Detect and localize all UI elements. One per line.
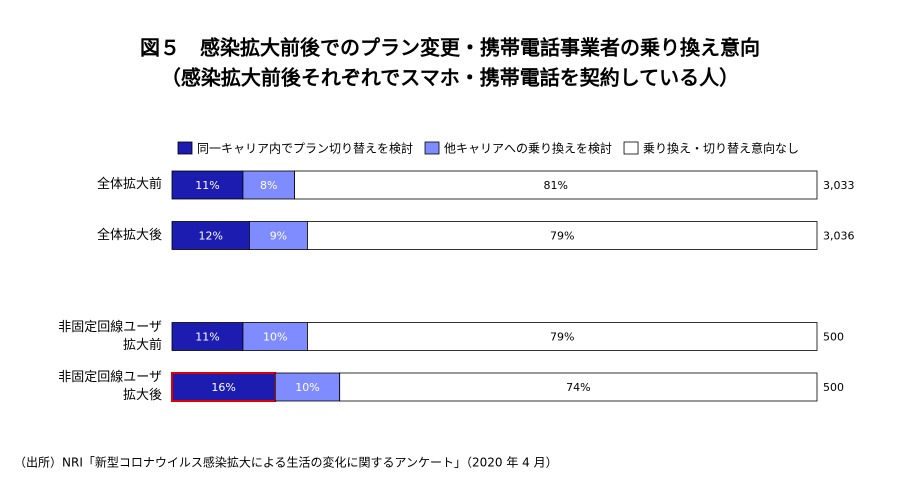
bar-segment bbox=[242, 170, 295, 200]
bar-segment bbox=[171, 170, 244, 200]
value-label: 11% bbox=[195, 179, 219, 192]
bar-segment bbox=[307, 322, 818, 351]
sample-size: 500 bbox=[823, 381, 844, 394]
value-label: 74% bbox=[566, 381, 590, 394]
bar-segment bbox=[171, 372, 276, 402]
bar-segment bbox=[171, 322, 244, 351]
value-label: 81% bbox=[544, 179, 568, 192]
category-label: 非固定回線ユーザ 拡大前 bbox=[58, 319, 162, 353]
legend-label: 同一キャリア内でプラン切り替えを検討 bbox=[197, 141, 413, 156]
chart-subtitle: （感染拡大前後それぞれでスマホ・携帯電話を契約している人） bbox=[161, 66, 739, 90]
value-label: 10% bbox=[295, 381, 319, 394]
bar-segment bbox=[339, 372, 818, 402]
value-label: 10% bbox=[263, 331, 287, 344]
chart-title: 図５ 感染拡大前後でのプラン変更・携帯電話事業者の乗り換え意向 bbox=[140, 36, 760, 60]
bar-segment bbox=[242, 322, 308, 351]
value-label: 9% bbox=[270, 230, 287, 243]
category-label: 全体拡大後 bbox=[96, 227, 162, 243]
legend-swatch bbox=[623, 141, 639, 155]
bar-segment bbox=[274, 372, 341, 402]
source-note: （出所）NRI「新型コロナウイルス感染拡大による生活の変化に関するアンケート」（… bbox=[14, 455, 558, 470]
legend-swatch bbox=[177, 141, 193, 155]
sample-size: 3,033 bbox=[823, 179, 855, 192]
value-label: 11% bbox=[195, 331, 219, 344]
bar-segment bbox=[307, 221, 818, 250]
value-label: 79% bbox=[550, 331, 574, 344]
value-label: 79% bbox=[550, 230, 574, 243]
value-label: 12% bbox=[198, 230, 222, 243]
legend-label: 乗り換え・切り替え意向なし bbox=[643, 141, 799, 156]
bar-segment bbox=[294, 170, 818, 200]
sample-size: 3,036 bbox=[823, 230, 855, 243]
bar-segment bbox=[248, 221, 308, 250]
legend-swatch bbox=[424, 141, 440, 155]
value-label: 16% bbox=[211, 381, 235, 394]
category-label: 全体拡大前 bbox=[96, 177, 162, 192]
sample-size: 500 bbox=[823, 331, 844, 344]
category-label: 非固定回線ユーザ 拡大後 bbox=[58, 370, 162, 403]
value-label: 8% bbox=[260, 179, 277, 192]
legend-label: 他キャリアへの乗り換えを検討 bbox=[444, 141, 612, 156]
